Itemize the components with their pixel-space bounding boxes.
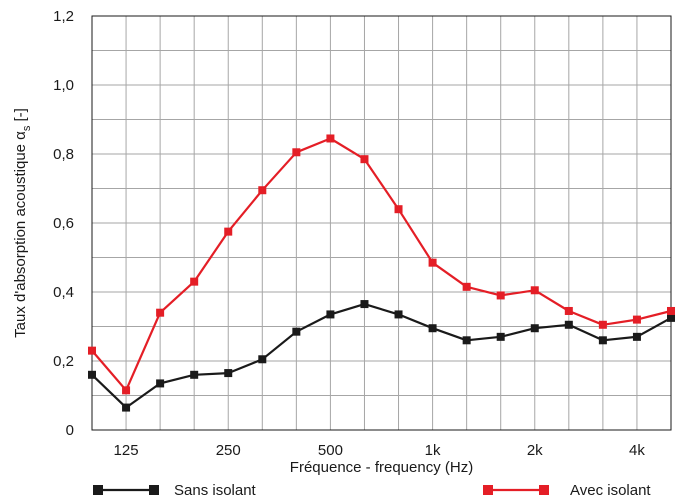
data-point [156, 308, 165, 317]
y-tick-label: 0,4 [53, 284, 74, 301]
data-point [667, 306, 675, 315]
legend-marker [539, 485, 549, 495]
x-tick-label: 250 [216, 442, 241, 459]
data-point [598, 320, 607, 329]
y-tick-label: 0,6 [53, 215, 74, 232]
grid [92, 16, 671, 430]
x-tick-label: 1k [425, 442, 441, 459]
data-point [632, 332, 641, 341]
data-point [667, 313, 675, 322]
data-point [530, 286, 539, 295]
data-point [258, 186, 267, 195]
legend-marker [149, 485, 159, 495]
y-axis-title-main: Taux d'absorption acoustique α [12, 131, 29, 338]
x-tick-label: 2k [527, 442, 543, 459]
series-avec-isolant [88, 134, 675, 395]
y-axis-ticks: 0 0,2 0,4 0,6 0,8 1,0 1,2 [53, 8, 74, 439]
data-point [292, 148, 301, 157]
data-point [428, 258, 437, 267]
data-point [224, 227, 233, 236]
data-point [496, 332, 505, 341]
data-point [88, 370, 96, 379]
legend-marker [483, 485, 493, 495]
data-point [598, 336, 607, 345]
data-point [88, 346, 96, 355]
data-point [122, 403, 131, 412]
plot-frame [91, 15, 672, 431]
data-point [564, 320, 573, 329]
y-tick-label: 0 [66, 422, 74, 439]
y-tick-label: 1,0 [53, 77, 74, 94]
data-point [496, 291, 505, 300]
series-layer [88, 134, 675, 412]
data-point [326, 134, 335, 143]
y-axis-title-unit: [-] [12, 108, 29, 126]
data-point [360, 155, 369, 164]
y-tick-label: 1,2 [53, 8, 74, 25]
x-tick-label: 125 [114, 442, 139, 459]
y-tick-label: 0,2 [53, 353, 74, 370]
data-point [462, 336, 471, 345]
y-axis-title-subscript: s [21, 125, 33, 131]
legend-marker [93, 485, 103, 495]
x-tick-label: 500 [318, 442, 343, 459]
x-axis-title: Fréquence - frequency (Hz) [290, 459, 473, 476]
data-point [530, 324, 539, 333]
series-sans-isolant [88, 300, 675, 412]
y-axis-title: Taux d'absorption acoustique αs [-] [12, 108, 33, 338]
data-point [326, 310, 335, 319]
x-axis-ticks: 125 250 500 1k 2k 4k [114, 442, 646, 459]
series-line [91, 303, 672, 409]
data-point [122, 386, 131, 395]
legend: Sans isolant Avec isolant [93, 482, 651, 499]
data-point [632, 315, 641, 324]
legend-label: Avec isolant [570, 482, 651, 499]
data-point [428, 324, 437, 333]
data-point [190, 277, 199, 286]
data-point [258, 355, 267, 364]
legend-label: Sans isolant [174, 482, 257, 499]
data-point [462, 282, 471, 291]
data-point [190, 370, 199, 379]
data-point [394, 205, 403, 214]
data-point [224, 369, 233, 378]
data-point [564, 306, 573, 315]
data-point [292, 327, 301, 336]
x-tick-label: 4k [629, 442, 645, 459]
series-line [91, 137, 672, 392]
data-point [156, 379, 165, 388]
y-tick-label: 0,8 [53, 146, 74, 163]
data-point [360, 300, 369, 309]
data-point [394, 310, 403, 319]
